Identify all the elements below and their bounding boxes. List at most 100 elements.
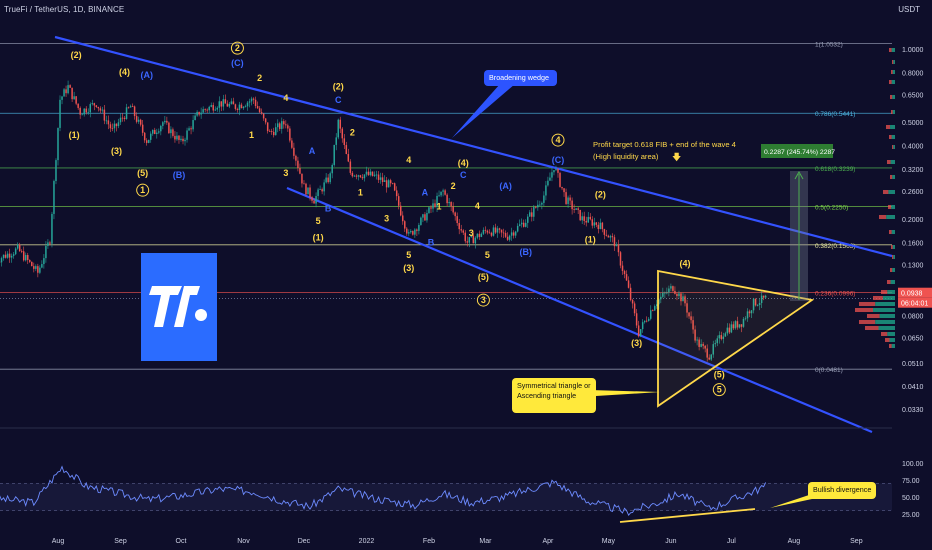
candle-body — [654, 306, 656, 311]
candle-body — [764, 295, 767, 298]
candle-body — [359, 175, 362, 178]
candle-body — [387, 180, 390, 188]
wave-label-16: (1) — [313, 232, 324, 242]
candle-body — [756, 304, 759, 306]
candle-body — [283, 121, 285, 125]
candle-body — [272, 131, 275, 136]
candle-body — [212, 105, 214, 111]
volume-profile-bar-red — [892, 60, 894, 64]
candle-body — [545, 185, 547, 196]
y-tick-14: 0.0410 — [902, 384, 924, 391]
candle-body — [6, 253, 9, 258]
candle-body — [194, 115, 196, 121]
candle-body — [33, 266, 35, 269]
candle-body — [420, 217, 422, 225]
wave-label-21: 1 — [358, 187, 363, 197]
candle-body — [2, 254, 5, 259]
volume-profile-bar-green — [875, 302, 895, 306]
candle-body — [494, 227, 497, 233]
candle-body — [637, 325, 640, 337]
candle-body — [397, 196, 400, 206]
candle-body — [599, 222, 602, 229]
x-tick-8: Apr — [542, 538, 554, 545]
candle-body — [458, 223, 460, 230]
candle-body — [746, 311, 749, 319]
candle-body — [315, 196, 317, 204]
candle-body — [565, 192, 567, 204]
candle-body — [198, 111, 200, 115]
candle-body — [93, 103, 96, 106]
divergence-callout-tail — [770, 494, 812, 508]
candle-body — [266, 122, 269, 132]
profit-target-line1: Profit target 0.618 FIB + end of the wav… — [593, 140, 736, 149]
volume-profile-bar-red — [891, 245, 893, 249]
candle-body — [607, 235, 610, 238]
x-tick-10: Jun — [665, 538, 676, 545]
wave-label-18: (2) — [333, 82, 344, 92]
rsi-tick-3: 25.00 — [902, 512, 920, 519]
candle-body — [456, 216, 458, 224]
volume-profile-bar-red — [873, 296, 883, 300]
volume-profile-bar-green — [887, 332, 895, 336]
candle-body — [349, 161, 352, 173]
candle-body — [676, 293, 678, 297]
candle-body — [660, 296, 662, 300]
candle-body — [35, 266, 37, 269]
candle-body — [561, 186, 563, 189]
candle-body — [18, 244, 21, 252]
candle-body — [49, 242, 51, 244]
volume-profile-bar-green — [891, 344, 895, 348]
candle-body — [531, 212, 533, 217]
candle-body — [533, 206, 535, 217]
candle-body — [563, 188, 565, 193]
candle-body — [149, 133, 152, 140]
candle-body — [321, 189, 323, 192]
candle-body — [309, 187, 311, 198]
candle-body — [758, 303, 761, 305]
candle-body — [529, 212, 531, 217]
candle-body — [712, 344, 714, 355]
candle-body — [605, 234, 608, 236]
y-tick-2: 0.6500 — [902, 92, 924, 99]
candle-body — [700, 344, 702, 347]
candle-body — [389, 180, 392, 184]
candle-body — [422, 214, 424, 218]
candle-body — [418, 224, 420, 231]
wave-label-24: A — [422, 187, 429, 197]
volume-profile-bar-green — [875, 320, 895, 324]
candle-body — [647, 318, 650, 321]
candle-body — [133, 106, 136, 117]
candle-body — [186, 130, 188, 140]
candle-body — [264, 118, 267, 123]
candle-body — [490, 232, 493, 236]
candle-body — [47, 242, 49, 246]
volume-profile-bar-red — [859, 302, 876, 306]
candle-body — [668, 288, 670, 293]
candle-body — [391, 183, 394, 185]
wave-label-43: (3) — [631, 338, 642, 348]
candle-body — [156, 132, 158, 134]
candle-body — [486, 230, 489, 233]
candle-body — [476, 233, 479, 238]
volume-profile-bar-red — [889, 80, 892, 84]
candle-body — [430, 207, 432, 209]
candle-body — [252, 98, 255, 100]
candle-body — [190, 128, 192, 130]
candle-body — [617, 244, 620, 253]
candle-body — [684, 296, 686, 304]
volume-profile-bar-green — [887, 290, 895, 294]
candle-body — [744, 318, 747, 320]
x-tick-1: Sep — [114, 538, 127, 545]
candle-body — [8, 253, 11, 258]
candle-body — [174, 135, 176, 140]
candle-body — [305, 183, 307, 195]
candle-body — [547, 180, 549, 186]
y-tick-1: 0.8000 — [902, 71, 924, 78]
rsi-line — [0, 465, 767, 517]
candle-body — [738, 324, 741, 328]
volume-profile-bar-green — [882, 296, 895, 300]
candle-body — [575, 208, 577, 210]
candle-body — [448, 201, 450, 204]
candle-body — [220, 101, 223, 107]
volume-profile-bar-red — [888, 205, 892, 209]
